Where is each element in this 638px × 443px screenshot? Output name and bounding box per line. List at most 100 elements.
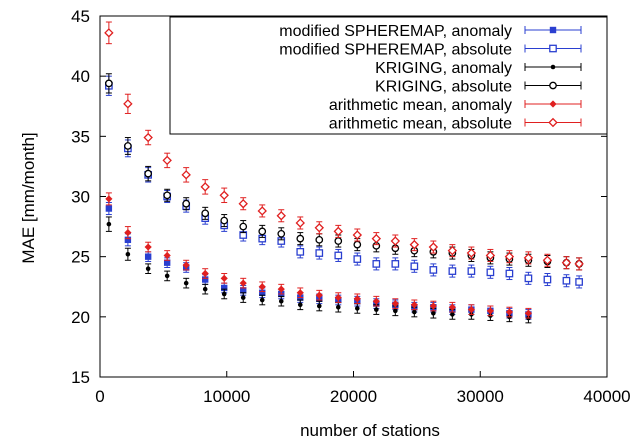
data-point — [124, 229, 132, 237]
data-point — [219, 190, 229, 201]
data-point — [409, 239, 420, 250]
data-point — [429, 266, 438, 274]
data-point — [524, 274, 533, 283]
data-point — [295, 218, 305, 228]
data-point — [201, 269, 209, 278]
data-point — [144, 243, 152, 251]
data-point — [164, 273, 170, 279]
data-point — [561, 257, 572, 268]
y-tick-label: 40 — [71, 67, 90, 86]
data-point — [334, 251, 343, 260]
data-point — [372, 297, 380, 305]
data-point — [297, 302, 303, 308]
x-axis-title: number of stations — [300, 421, 440, 440]
data-point — [296, 248, 305, 256]
data-point — [183, 280, 189, 286]
data-point — [372, 260, 381, 268]
data-point — [220, 216, 229, 225]
data-point — [144, 169, 153, 178]
data-point — [202, 276, 209, 283]
data-point — [353, 255, 362, 263]
data-point — [163, 191, 172, 200]
legend-item: modified SPHEREMAP, absolute — [279, 42, 582, 59]
data-point — [335, 304, 341, 310]
data-point — [542, 255, 553, 265]
data-point — [124, 236, 132, 244]
data-point — [412, 309, 417, 315]
y-tick-label: 25 — [71, 248, 90, 267]
data-point — [144, 253, 152, 260]
y-tick-label: 15 — [71, 368, 90, 387]
data-point — [259, 289, 266, 296]
data-point — [202, 286, 208, 292]
data-point — [143, 132, 153, 143]
data-point — [221, 284, 228, 292]
data-point — [314, 223, 324, 233]
data-point — [125, 251, 131, 257]
legend-item: arithmetic mean, absolute — [329, 116, 582, 133]
data-point — [505, 308, 514, 316]
data-point — [239, 222, 248, 231]
data-point — [124, 142, 132, 150]
data-point — [450, 312, 455, 317]
data-point — [163, 251, 171, 260]
data-point — [504, 251, 515, 262]
x-tick-label: 10000 — [203, 387, 250, 406]
data-point — [296, 289, 304, 297]
legend-item: arithmetic mean, anomaly — [329, 97, 582, 114]
series-5 — [104, 21, 584, 271]
data-point — [333, 226, 344, 237]
legend-marker — [549, 81, 557, 90]
x-tick-label: 30000 — [457, 387, 504, 406]
data-point — [429, 302, 437, 310]
data-point — [258, 227, 267, 236]
data-point — [105, 195, 113, 203]
legend-label: KRIGING, anomaly — [375, 60, 512, 77]
data-point — [467, 306, 475, 314]
data-point — [296, 234, 305, 243]
legend-item: KRIGING, absolute — [375, 79, 582, 96]
data-point — [182, 261, 190, 269]
legend-marker — [549, 100, 557, 108]
data-point — [123, 99, 133, 109]
data-point — [353, 295, 361, 303]
data-point — [106, 221, 112, 227]
data-point — [391, 260, 400, 268]
data-point — [334, 293, 342, 302]
data-point — [315, 291, 323, 299]
x-tick-label: 0 — [95, 387, 104, 406]
data-point — [277, 285, 285, 293]
data-point — [543, 275, 552, 284]
legend-box — [169, 16, 608, 135]
data-point — [505, 269, 514, 278]
data-point — [562, 276, 571, 285]
data-point — [467, 267, 476, 275]
data-point — [105, 205, 113, 212]
y-tick-label: 45 — [71, 7, 90, 26]
data-point — [355, 306, 360, 311]
data-point — [575, 278, 583, 286]
data-point — [221, 291, 227, 297]
legend-marker — [549, 44, 557, 53]
legend-marker — [548, 117, 558, 128]
data-point — [391, 299, 399, 308]
data-point — [276, 211, 286, 221]
data-point — [371, 233, 382, 244]
data-point — [181, 170, 191, 180]
data-point — [486, 307, 494, 315]
data-point — [390, 236, 401, 246]
data-point — [523, 253, 534, 263]
data-point — [374, 307, 379, 312]
x-tick-label: 20000 — [330, 387, 377, 406]
data-point — [259, 297, 265, 303]
data-point — [277, 229, 286, 238]
legend-item: KRIGING, anomaly — [375, 60, 582, 77]
data-point — [447, 245, 458, 256]
x-tick-label: 40000 — [583, 387, 630, 406]
y-tick-label: 30 — [71, 188, 90, 207]
data-point — [316, 303, 322, 309]
data-point — [239, 279, 247, 287]
data-point — [448, 303, 456, 311]
data-point — [431, 310, 436, 316]
